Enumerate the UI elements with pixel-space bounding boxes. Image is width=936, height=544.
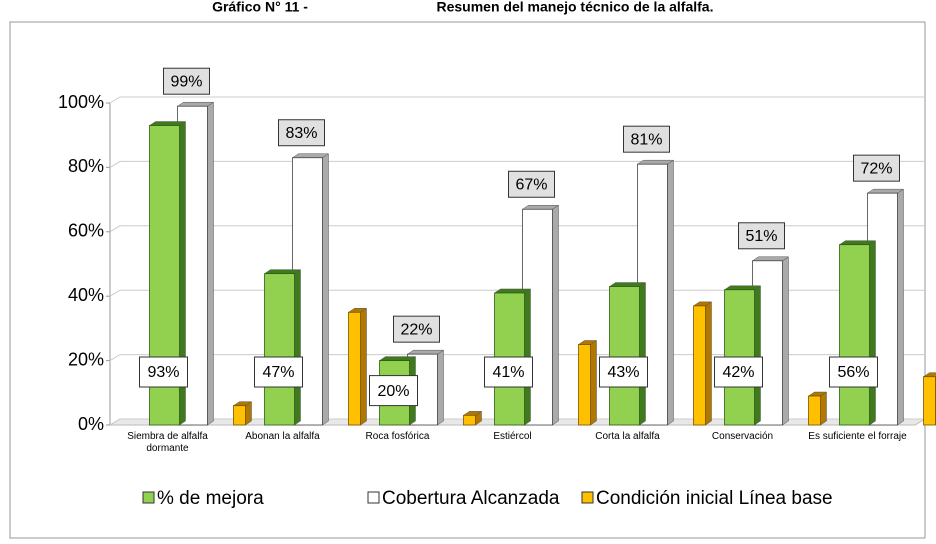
y-tick-label: 40% xyxy=(68,285,104,305)
legend-swatch xyxy=(581,491,594,504)
bar-side xyxy=(322,153,329,426)
bar-side xyxy=(782,256,789,426)
bar-top xyxy=(378,356,417,361)
value-label: 99% xyxy=(170,73,202,90)
bar-top xyxy=(866,188,905,194)
bar-top xyxy=(291,153,330,158)
bar-side xyxy=(552,204,559,426)
bar-top xyxy=(148,121,187,126)
value-label-box xyxy=(738,222,785,250)
y-tick-label: 60% xyxy=(68,221,104,241)
legend-label: % de mejora xyxy=(157,488,264,509)
bar xyxy=(233,405,246,426)
bar-side xyxy=(667,159,674,426)
bar-side xyxy=(437,349,444,426)
value-label-box xyxy=(853,154,900,182)
value-label-box xyxy=(623,125,670,153)
bar-top xyxy=(751,256,790,262)
x-tick-label: Corta la alfalfa xyxy=(595,431,660,442)
value-label-box xyxy=(714,356,763,388)
bar-side xyxy=(754,285,761,426)
bar-side xyxy=(820,391,827,426)
bar xyxy=(348,311,361,426)
value-label-box xyxy=(163,67,210,95)
bar-side xyxy=(294,269,301,426)
bar-top xyxy=(176,101,215,107)
value-label: 56% xyxy=(837,364,869,381)
bar-side xyxy=(590,340,597,426)
bar xyxy=(463,414,476,426)
bar xyxy=(578,344,591,426)
legend-label: Condición inicial Línea base xyxy=(596,488,833,509)
value-label: 81% xyxy=(630,131,662,148)
bar-top xyxy=(406,349,445,355)
value-label: 42% xyxy=(722,364,754,381)
bar-top xyxy=(723,285,762,291)
value-label-box xyxy=(369,375,418,407)
x-tick-label: Siembra de alfalfa dormante xyxy=(127,431,208,454)
y-tick-label: 100% xyxy=(58,92,104,112)
bar xyxy=(923,376,936,426)
x-tick-label: Es suficiente el forraje xyxy=(808,431,907,442)
x-tick-label: Roca fosfórica xyxy=(365,431,430,442)
x-tick-label-box: Corta la alfalfa xyxy=(595,431,660,442)
x-tick-label-box: Roca fosfórica xyxy=(365,431,430,442)
value-label: 83% xyxy=(285,125,317,142)
value-label-box xyxy=(139,356,188,388)
x-tick-label: Estiércol xyxy=(493,431,532,442)
value-label-box xyxy=(484,356,533,388)
x-tick-label-box: Abonan la alfalfa xyxy=(245,431,320,442)
bar-top xyxy=(521,205,560,210)
bar-top xyxy=(636,159,675,165)
y-tick-label: 0% xyxy=(78,414,104,434)
bar-top xyxy=(608,282,647,287)
x-tick-label-box: Conservación xyxy=(711,431,774,442)
value-label: 72% xyxy=(860,160,892,177)
y-tick-label: 20% xyxy=(68,349,104,369)
value-label: 43% xyxy=(607,364,639,381)
value-label: 41% xyxy=(492,364,524,381)
x-tick-label-box: Siembra de alfalfa dormante xyxy=(127,431,208,454)
bar-top xyxy=(263,269,302,274)
x-tick-label-box: Es suficiente el forraje xyxy=(808,431,907,442)
y-tick-label: 80% xyxy=(68,156,104,176)
bar xyxy=(264,273,295,426)
bar-side xyxy=(705,301,712,426)
value-label: 22% xyxy=(400,321,432,338)
value-label-box xyxy=(508,170,555,198)
value-label-box xyxy=(393,315,440,343)
bar xyxy=(808,395,821,426)
value-label: 93% xyxy=(147,364,179,381)
bar-top xyxy=(493,288,532,294)
bar xyxy=(609,286,640,426)
bar-side xyxy=(639,282,646,426)
bar-top xyxy=(838,240,877,245)
bar-side xyxy=(207,101,214,426)
bar-side xyxy=(869,240,876,426)
value-label-box xyxy=(599,356,648,388)
legend-label: Cobertura Alcanzada xyxy=(382,488,560,509)
bar xyxy=(839,244,870,426)
value-label-box xyxy=(278,119,325,147)
x-tick-label: Abonan la alfalfa xyxy=(245,431,320,442)
value-label: 51% xyxy=(745,228,777,245)
chart-subtitle: Resumen del manejo técnico de la alfalfa… xyxy=(437,0,714,15)
value-label-box xyxy=(829,356,878,388)
chart-title: Gráfico N° 11 - xyxy=(212,0,308,15)
value-label-box xyxy=(254,356,303,388)
grid-line xyxy=(109,96,925,104)
x-tick-label: Conservación xyxy=(711,431,774,442)
bar-side xyxy=(360,307,367,426)
value-label: 47% xyxy=(262,364,294,381)
value-label: 67% xyxy=(515,176,547,193)
legend-swatch xyxy=(142,491,155,504)
bar-side xyxy=(897,188,904,426)
bar xyxy=(693,305,706,426)
legend-swatch xyxy=(367,491,380,504)
value-label: 20% xyxy=(377,383,409,400)
x-tick-label-box: Estiércol xyxy=(493,431,532,442)
